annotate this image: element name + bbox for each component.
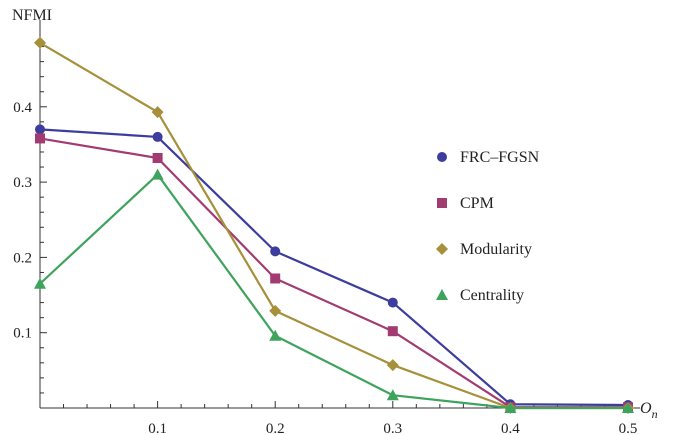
series-square [35, 133, 633, 413]
data-point [35, 124, 45, 135]
data-point [35, 133, 45, 144]
data-point [270, 246, 281, 257]
data-point [386, 359, 399, 372]
data-point [622, 402, 634, 413]
series-line [39, 128, 629, 407]
legend-item: Centrality [436, 287, 524, 304]
data-point [387, 297, 398, 308]
series-line [39, 172, 628, 410]
data-point [387, 326, 398, 337]
y-tick-label: 0.3 [13, 175, 32, 191]
legend-label: Modularity [460, 241, 532, 258]
x-tick-label: 0.5 [619, 421, 638, 435]
data-point [34, 277, 46, 289]
series-triangle [34, 168, 634, 413]
y-tick-label: 0.1 [13, 326, 32, 342]
data-point [386, 389, 399, 401]
data-point [504, 402, 517, 413]
legend-marker [436, 289, 448, 300]
data-point [152, 153, 163, 164]
x-tick-label: 0.3 [383, 421, 402, 435]
legend-item: CPM [437, 195, 494, 212]
legend: FRC–FGSN CPM Modularity Centrality [436, 149, 540, 304]
legend-label: Centrality [460, 287, 524, 304]
legend-label: CPM [460, 195, 494, 212]
data-point [151, 106, 164, 119]
data-point [270, 273, 281, 284]
x-axis-label-main: O [640, 400, 652, 417]
x-axis-label-subscript: n [652, 407, 658, 421]
legend-item: FRC–FGSN [437, 149, 540, 166]
series-line [39, 137, 628, 409]
series-layer [34, 36, 634, 414]
x-tick-label: 0.2 [266, 421, 285, 435]
x-axis-label: On [640, 400, 658, 421]
data-point [269, 304, 282, 317]
y-tick-label: 0.4 [13, 100, 32, 116]
x-tick-label: 0.4 [501, 421, 520, 435]
data-point [34, 36, 46, 49]
series-diamond [34, 36, 634, 414]
legend-item: Modularity [436, 241, 532, 258]
legend-marker [437, 152, 447, 162]
legend-marker [437, 198, 447, 208]
data-point [151, 168, 164, 180]
series-line [39, 41, 628, 410]
data-point [269, 329, 282, 341]
legend-marker [436, 243, 448, 255]
series-circle [35, 124, 633, 410]
x-tick-label: 0.1 [148, 421, 167, 435]
legend-label: FRC–FGSN [460, 149, 540, 166]
data-point [152, 131, 163, 142]
y-axis-label: NFMI [12, 7, 52, 24]
y-tick-label: 0.2 [13, 250, 32, 266]
